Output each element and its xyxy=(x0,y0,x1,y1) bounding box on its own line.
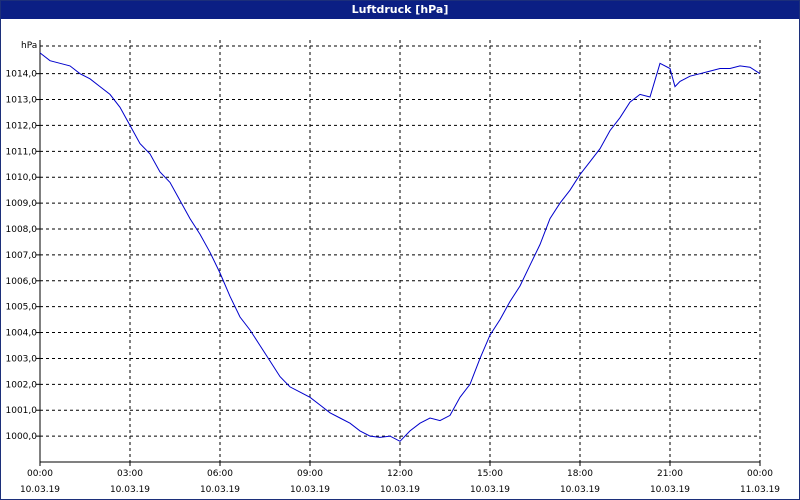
y-tick-label: 1014,0 xyxy=(6,70,38,80)
x-tick-date: 10.03.19 xyxy=(650,485,690,495)
x-tick-time: 15:00 xyxy=(477,469,503,479)
y-tick-label: 1003,0 xyxy=(6,354,38,364)
x-tick-time: 00:00 xyxy=(27,469,53,479)
x-tick-time: 06:00 xyxy=(207,469,233,479)
x-tick-time: 12:00 xyxy=(387,469,413,479)
y-tick-label: 1010,0 xyxy=(6,173,38,183)
y-tick-label: 1008,0 xyxy=(6,225,38,235)
y-tick-labels: 1000,0 1001,0 1002,0 1003,0 1004,0 1005,0 1006… xyxy=(6,70,38,442)
chart-title: Luftdruck [hPa] xyxy=(1,1,799,19)
x-tick-time: 21:00 xyxy=(657,469,683,479)
y-axis-unit: hPa xyxy=(21,41,37,51)
y-tick-label: 1002,0 xyxy=(6,380,38,390)
x-tick-date: 10.03.19 xyxy=(20,485,60,495)
x-tick-time: 18:00 xyxy=(567,469,593,479)
x-tick-time: 09:00 xyxy=(297,469,323,479)
x-tick-date: 10.03.19 xyxy=(470,485,510,495)
x-tick-time: 03:00 xyxy=(117,469,143,479)
x-tick-date: 10.03.19 xyxy=(290,485,330,495)
y-tick-label: 1013,0 xyxy=(6,96,38,106)
chart-series xyxy=(39,52,761,442)
x-tick-date: 11.03.19 xyxy=(740,485,780,495)
y-tick-label: 1011,0 xyxy=(6,147,38,157)
y-tick-label: 1007,0 xyxy=(6,251,38,261)
x-tick-labels: 00:00 10.03.19 03:00 10.03.19 06:00 10.03.19 0… xyxy=(20,469,780,495)
x-tick-time: 00:00 xyxy=(747,469,773,479)
chart-grid xyxy=(39,40,761,462)
y-tick-label: 1000,0 xyxy=(6,432,38,442)
y-tick-label: 1001,0 xyxy=(6,406,38,416)
y-tick-label: 1009,0 xyxy=(6,199,38,209)
x-tick-date: 10.03.19 xyxy=(200,485,240,495)
x-tick-date: 10.03.19 xyxy=(110,485,150,495)
x-tick-date: 10.03.19 xyxy=(560,485,600,495)
y-tick-label: 1012,0 xyxy=(6,121,38,131)
y-tick-label: 1004,0 xyxy=(6,329,38,339)
x-tick-date: 10.03.19 xyxy=(380,485,420,495)
chart-axes xyxy=(36,40,761,466)
y-tick-label: 1006,0 xyxy=(6,277,38,287)
y-tick-label: 1005,0 xyxy=(6,303,38,313)
pressure-series-line xyxy=(39,52,761,442)
